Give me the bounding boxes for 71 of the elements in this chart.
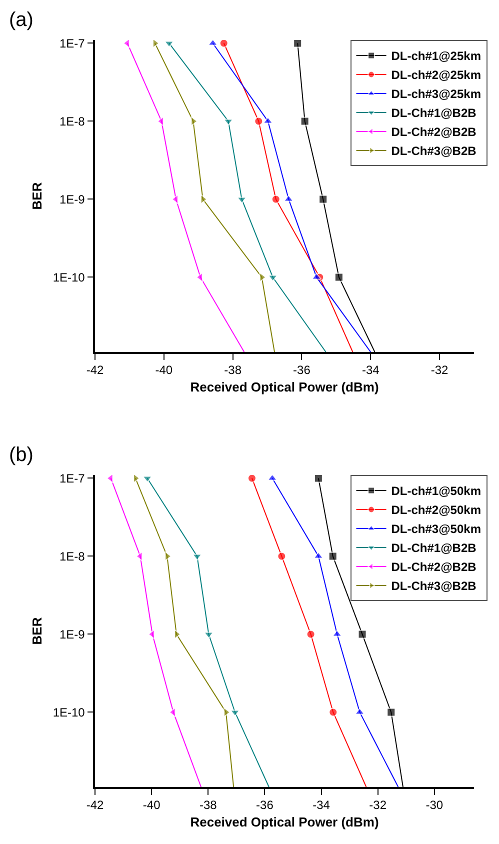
legend-label: DL-Ch#3@B2B <box>391 144 477 158</box>
x-tick-label: -38 <box>224 363 242 378</box>
y-tick-label: 1E-9 <box>59 192 86 206</box>
x-tick-label: -34 <box>362 363 380 378</box>
x-tick-label: -40 <box>142 798 161 812</box>
legend-label: DL-ch#3@25km <box>391 87 482 102</box>
x-tick-label: -42 <box>86 798 104 812</box>
point <box>148 629 155 640</box>
legend-label: DL-Ch#1@B2B <box>391 541 477 556</box>
point <box>306 630 316 639</box>
point <box>328 708 338 717</box>
point <box>196 272 203 282</box>
chart-title: (b) <box>9 444 34 466</box>
legend-label: DL-Ch#1@B2B <box>391 106 477 120</box>
point <box>284 194 294 202</box>
point <box>293 40 302 48</box>
point <box>223 707 230 718</box>
legend-label: DL-Ch#3@B2B <box>391 579 477 594</box>
point <box>219 40 228 48</box>
y-axis-title: BER <box>29 182 44 210</box>
point <box>271 194 280 204</box>
point <box>142 476 152 483</box>
point <box>204 632 214 639</box>
point <box>358 630 367 639</box>
x-tick-label: -30 <box>426 798 444 812</box>
legend-label: DL-ch#2@50km <box>391 503 482 518</box>
x-tick-label: -32 <box>369 798 387 812</box>
point <box>277 552 286 561</box>
x-tick-label: -36 <box>293 363 311 378</box>
point <box>354 708 365 715</box>
y-tick-label: 1E-8 <box>59 114 86 128</box>
legend-label: DL-ch#1@50km <box>391 484 482 498</box>
legend-label: DL-ch#1@25km <box>391 49 482 64</box>
point <box>386 708 396 717</box>
point <box>174 629 181 640</box>
point <box>190 116 198 126</box>
legend-label: DL-ch#2@25km <box>391 68 482 82</box>
x-tick-label: -34 <box>312 798 330 812</box>
point <box>254 116 264 126</box>
legend-label: DL-ch#3@50km <box>391 522 482 536</box>
legend-label: DL-Ch#2@B2B <box>391 560 477 574</box>
point <box>136 551 143 562</box>
point <box>223 118 234 126</box>
x-axis-title: Received Optical Power (dBm) <box>190 379 379 394</box>
legend-label: DL-Ch#2@B2B <box>391 125 477 140</box>
y-tick-label: 1E-10 <box>52 705 86 720</box>
point <box>328 552 338 561</box>
y-tick-label: 1E-7 <box>59 36 86 50</box>
y-tick-label: 1E-9 <box>59 627 86 642</box>
point <box>318 194 328 204</box>
x-tick-label: -40 <box>155 363 173 378</box>
x-axis-title: Received Optical Power (dBm) <box>190 814 379 830</box>
chart-title: (a) <box>9 9 34 31</box>
x-tick-label: -36 <box>256 798 274 812</box>
point <box>314 475 323 483</box>
point <box>268 274 278 282</box>
x-tick-label: -32 <box>430 363 449 378</box>
y-tick-label: 1E-10 <box>52 270 86 284</box>
point <box>236 196 247 204</box>
point <box>200 194 208 204</box>
point <box>334 272 344 282</box>
point <box>164 551 172 562</box>
y-tick-label: 1E-7 <box>59 471 86 486</box>
y-axis-title: BER <box>29 616 44 645</box>
y-tick-label: 1E-8 <box>59 549 86 564</box>
x-tick-label: -42 <box>86 363 104 378</box>
point <box>259 272 266 282</box>
point <box>171 194 178 204</box>
point <box>300 116 310 126</box>
x-tick-label: -38 <box>199 798 218 812</box>
point <box>168 707 176 718</box>
